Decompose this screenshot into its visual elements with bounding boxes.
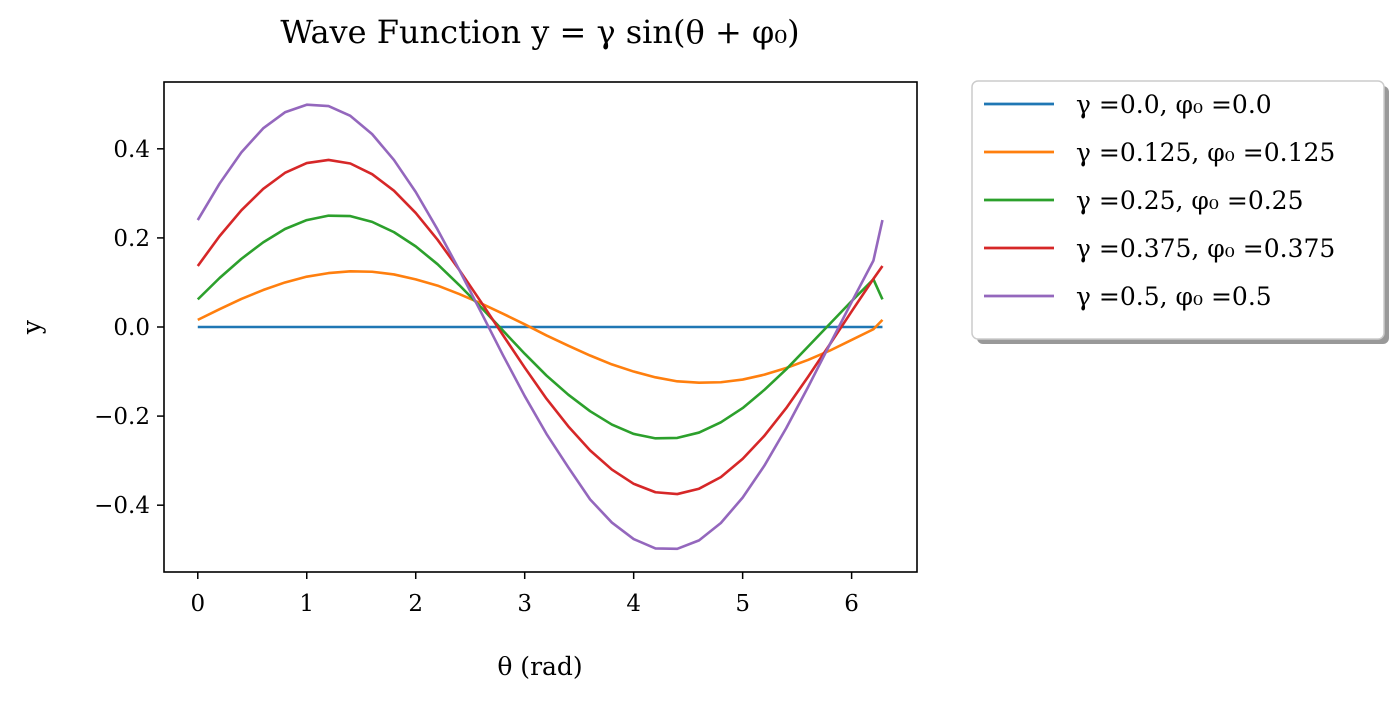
series-line-4 — [196, 103, 884, 551]
series-line-2 — [196, 214, 884, 440]
y-axis-label: y — [17, 319, 46, 335]
legend-label-4: γ =0.5, φ₀ =0.5 — [1076, 282, 1272, 311]
legend-box — [971, 80, 1385, 340]
legend-label-1: γ =0.125, φ₀ =0.125 — [1076, 138, 1335, 167]
x-tick-label-2: 2 — [408, 591, 423, 617]
x-tick-label-6: 6 — [844, 591, 859, 617]
y-axis: −0.4 −0.2 0.0 0.2 0.4 — [94, 137, 164, 519]
x-tick-label-3: 3 — [517, 591, 532, 617]
x-tick-label-0: 0 — [190, 591, 205, 617]
legend: γ =0.0, φ₀ =0.0 γ =0.125, φ₀ =0.125 γ =0.2… — [971, 80, 1389, 344]
x-axis-label: θ (rad) — [497, 652, 582, 681]
legend-label-2: γ =0.25, φ₀ =0.25 — [1076, 186, 1303, 215]
series-line-3 — [196, 158, 884, 496]
legend-label-0: γ =0.0, φ₀ =0.0 — [1076, 90, 1272, 119]
legend-items: γ =0.0, φ₀ =0.0 γ =0.125, φ₀ =0.125 γ =0.2… — [984, 90, 1335, 311]
y-tick-label-3: 0.2 — [113, 226, 150, 252]
x-axis: 0 1 2 3 4 5 6 — [190, 572, 859, 617]
x-tick-label-4: 4 — [626, 591, 641, 617]
y-tick-label-1: −0.2 — [94, 404, 150, 430]
y-tick-label-2: 0.0 — [113, 315, 150, 341]
plot-lines — [196, 103, 884, 551]
legend-label-3: γ =0.375, φ₀ =0.375 — [1076, 234, 1335, 263]
x-tick-label-1: 1 — [299, 591, 314, 617]
chart-title: Wave Function y = γ sin(θ + φ₀) — [280, 13, 799, 51]
x-tick-label-5: 5 — [735, 591, 750, 617]
y-tick-label-0: −0.4 — [94, 493, 150, 519]
y-tick-label-4: 0.4 — [113, 137, 150, 163]
series-line-1 — [197, 270, 884, 384]
